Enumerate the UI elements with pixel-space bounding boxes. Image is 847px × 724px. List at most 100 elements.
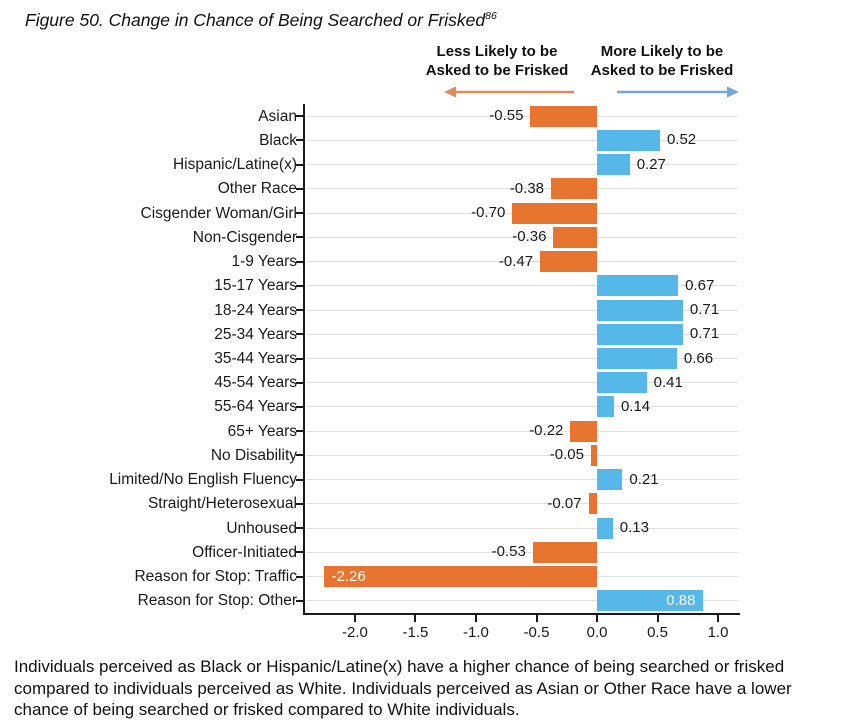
x-axis-tick [474,615,477,622]
value-label: 0.52 [666,131,697,149]
bar-positive [597,275,679,297]
x-axis-line [303,613,740,615]
y-axis-tick [296,454,304,457]
value-label: 0.14 [620,397,651,415]
category-label: Non-Cisgender [192,228,297,246]
value-label: 0.66 [683,349,714,367]
bar-negative [590,444,597,466]
gridline [306,333,738,335]
bar-positive [597,129,660,151]
category-label: Limited/No English Fluency [109,471,297,489]
bar-negative [323,566,597,588]
bar-positive [597,299,683,321]
x-axis-tick [535,615,538,622]
y-axis-tick [296,284,304,287]
y-axis-tick [296,212,304,215]
y-axis-tick [296,478,304,481]
category-label: 35-44 Years [214,350,297,367]
value-label: -0.55 [489,107,524,125]
gridline [306,503,738,505]
gridline [306,309,738,311]
category-label: No Disability [210,446,297,464]
gridline [306,430,738,432]
value-label: -0.05 [549,446,584,464]
x-axis-tick [596,615,598,622]
gridline [306,454,738,456]
x-tick-label: -1.0 [463,624,489,641]
gridline [306,527,738,529]
value-label: 0.88 [666,591,696,609]
bar-positive [597,590,704,612]
bar-positive [597,348,677,369]
more-likely-line1: More Likely to be [600,43,724,60]
figure-title: Figure 50. Change in Chance of Being Sea… [25,10,497,31]
y-axis-tick [296,333,304,336]
gridline [306,188,738,190]
gridline [306,285,738,287]
more-likely-line2: Asked to be Frisked [590,62,734,79]
y-axis-tick [296,405,304,408]
value-label: 0.21 [629,470,659,488]
value-label: 0.13 [619,519,649,537]
y-axis-tick [296,430,304,433]
caption-line: compared to individuals perceived as Whi… [14,678,792,698]
value-label: -0.70 [471,204,506,222]
gridline [306,261,738,263]
category-label: Reason for Stop: Other [137,592,297,610]
bar-positive [597,469,623,491]
category-label: 1-9 Years [231,253,298,271]
value-label: -0.36 [512,228,547,246]
value-label: 0.41 [653,373,683,391]
more-likely-header: More Likely to be Asked to be Frisked [577,42,747,80]
gridline [306,358,738,359]
category-label: Cisgender Woman/Girl [140,204,298,222]
gridline [306,139,738,141]
x-tick-label: -1.5 [402,624,429,641]
y-axis-tick [296,187,304,190]
figure-caption: Individuals perceived as Black or Hispan… [14,656,792,721]
category-label: 55-64 Years [214,398,297,416]
value-label: 0.71 [689,325,720,343]
category-label: Reason for Stop: Traffic [134,568,297,586]
category-label: Asian [258,107,297,125]
bar-positive [597,323,683,345]
value-label: 0.67 [685,276,715,294]
bar-negative [553,226,597,248]
caption-line: chance of being searched or frisked comp… [14,700,520,719]
x-axis-tick [414,615,417,622]
x-tick-label: -0.5 [523,624,550,641]
caption-line: Individuals perceived as Black or Hispan… [14,657,785,676]
y-axis-tick [296,599,304,602]
gridline [306,236,738,238]
category-label: Unhoused [226,519,297,537]
right-arrow-icon [615,85,740,104]
bar-negative [512,202,597,224]
value-label: -0.47 [498,252,534,270]
gridline [306,479,738,481]
y-axis-tick [296,357,304,360]
gridline [306,600,738,602]
y-axis-tick [296,139,304,142]
x-tick-label: -2.0 [342,624,368,641]
category-label: Black [259,131,297,149]
footnote-marker: 86 [485,10,497,23]
bar-positive [597,154,630,176]
x-tick-label: 1.0 [707,624,729,641]
less-likely-line2: Asked to be Frisked [425,62,569,79]
left-arrow-icon [443,85,576,104]
category-label: Other Race [217,180,297,198]
x-axis-tick [353,615,356,622]
y-axis-tick [296,381,304,384]
bar-negative [532,541,597,563]
y-axis-tick [296,236,304,239]
gridline [306,406,738,408]
bar-positive [597,517,613,539]
x-axis-tick [717,615,720,622]
bar-negative [540,251,597,273]
gridline [306,115,738,117]
gridline [306,551,738,553]
value-label: -0.22 [529,422,564,440]
bar-negative [588,493,597,515]
value-label: 0.27 [636,155,666,173]
